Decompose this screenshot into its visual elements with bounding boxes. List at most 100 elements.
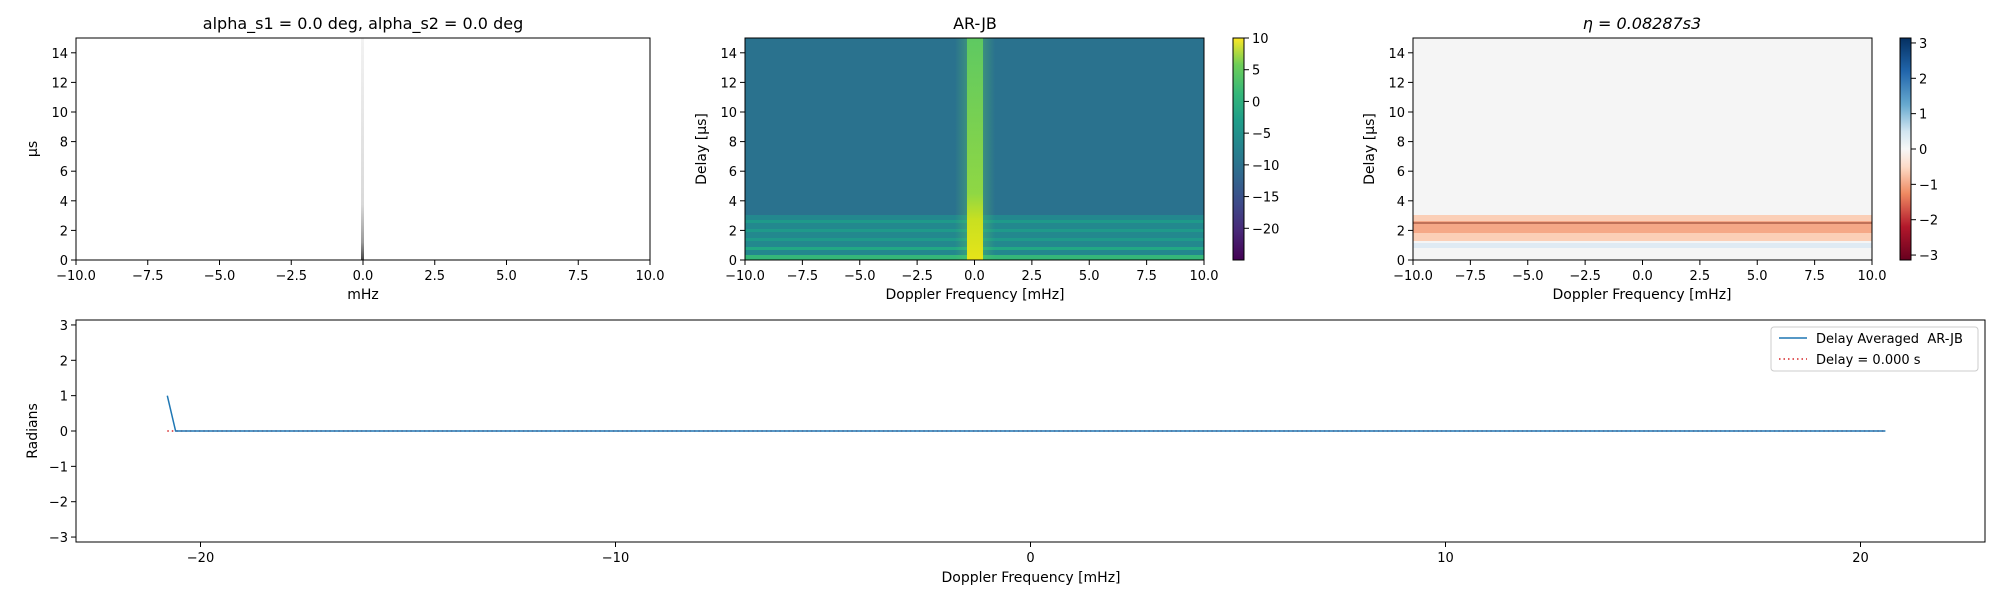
panel-title: AR-JB [953, 14, 997, 33]
colorbar [1232, 37, 1245, 261]
x-tick-label: −2.5 [901, 269, 933, 284]
y-tick-label: 0 [1397, 254, 1405, 269]
x-tick-label: −2.5 [275, 269, 307, 284]
x-tick-label: 7.5 [1804, 269, 1825, 284]
colorbar-tick-label: 1 [1919, 108, 1927, 123]
colorbar-tick-label: −2 [1919, 214, 1938, 229]
colorbar-tick-label: −15 [1252, 191, 1279, 206]
y-tick-label: 0 [729, 254, 737, 269]
x-axis-label: Doppler Frequency [mHz] [885, 287, 1064, 303]
series-line-delay-averaged [166, 395, 1886, 432]
y-tick-label: 12 [51, 76, 68, 91]
x-tick-label: −10.0 [1393, 269, 1433, 284]
y-axis-ticks: 0 2 4 6 8 10 12 14 [720, 47, 745, 269]
x-axis-ticks: −10.0 −7.5 −5.0 −2.5 0.0 2.5 5.0 7.5 10.0 [56, 260, 664, 284]
y-tick-label: 0 [60, 425, 68, 440]
phase-band-light [1413, 243, 1872, 248]
y-tick-label: 6 [729, 165, 737, 180]
x-axis-label: mHz [347, 287, 379, 303]
zero-doppler-streak [361, 38, 364, 260]
series-lines [166, 395, 1886, 432]
y-tick-label: 2 [60, 354, 68, 369]
x-axis-ticks: −10.0 −7.5 −5.0 −2.5 0.0 2.5 5.0 7.5 10.0 [725, 260, 1218, 284]
colorbar-tick-label: −3 [1919, 249, 1938, 264]
x-tick-label: 0 [1026, 551, 1034, 566]
y-tick-label: 4 [60, 195, 68, 210]
x-tick-label: 0.0 [353, 269, 374, 284]
colorbar-tick-label: −20 [1252, 222, 1279, 237]
x-tick-label: 20 [1852, 551, 1869, 566]
y-tick-label: 8 [60, 136, 68, 151]
x-tick-label: 2.5 [424, 269, 445, 284]
y-axis-label: Delay [µs] [1362, 113, 1378, 185]
zero-doppler-band [967, 38, 983, 260]
y-tick-label: 14 [1388, 47, 1405, 62]
x-tick-label: −2.5 [1569, 269, 1601, 284]
x-tick-label: −7.5 [787, 269, 819, 284]
x-tick-label: −10 [602, 551, 629, 566]
legend: Delay Averaged AR-JB Delay = 0.000 s [1770, 326, 1979, 372]
y-axis-ticks: 0 2 4 6 8 10 12 14 [1388, 47, 1413, 269]
y-tick-label: 12 [720, 76, 737, 91]
y-tick-label: 10 [51, 106, 68, 121]
y-tick-label: 8 [729, 136, 737, 151]
y-tick-label: 2 [1397, 224, 1405, 239]
y-axis-label: Delay [µs] [694, 113, 710, 185]
x-tick-label: 10.0 [1190, 269, 1219, 284]
x-tick-label: 7.5 [568, 269, 589, 284]
x-tick-label: −7.5 [132, 269, 164, 284]
colorbar-tick-label: 3 [1919, 37, 1927, 52]
x-axis-ticks: −10.0 −7.5 −5.0 −2.5 0.0 2.5 5.0 7.5 10.0 [1393, 260, 1886, 284]
colorbar-tick-label: 0 [1252, 95, 1260, 110]
x-axis-label: Doppler Frequency [mHz] [941, 570, 1120, 586]
legend-entry: Delay = 0.000 s [1816, 353, 1921, 368]
legend-entry: Delay Averaged AR-JB [1816, 332, 1963, 347]
y-tick-label: −3 [49, 531, 68, 546]
x-tick-label: 2.5 [1690, 269, 1711, 284]
x-tick-label: 7.5 [1136, 269, 1157, 284]
x-tick-label: 0.0 [1632, 269, 1653, 284]
colorbar-tick-label: 2 [1919, 72, 1927, 87]
x-tick-label: −5.0 [844, 269, 876, 284]
colorbar-ticks: 3 2 1 0 −1 −2 −3 [1911, 37, 1938, 264]
legend-frame [1770, 326, 1979, 372]
colorbar-tick-label: 10 [1252, 32, 1269, 47]
y-tick-label: 6 [1397, 165, 1405, 180]
y-tick-label: −1 [49, 460, 68, 475]
y-tick-label: 2 [60, 224, 68, 239]
y-tick-label: 2 [729, 224, 737, 239]
phase-band-inner [1413, 221, 1872, 233]
panel-title: alpha_s1 = 0.0 deg, alpha_s2 = 0.0 deg [203, 14, 523, 34]
colorbar-tick-label: 0 [1919, 143, 1927, 158]
x-axis-label: Doppler Frequency [mHz] [1552, 287, 1731, 303]
y-tick-label: 4 [729, 195, 737, 210]
panel-delay-averaged-phase: Doppler Frequency [mHz] Radians −20 −10 0 1… [25, 319, 1986, 586]
colorbar-ticks: 10 5 0 −5 −10 −15 −20 [1244, 32, 1279, 237]
y-tick-label: 14 [51, 47, 68, 62]
panel-eta-phase: η = 0.08287s3 Doppler Frequency [mHz] De… [1362, 14, 1938, 303]
y-axis-ticks: 3 2 1 0 −1 −2 −3 [49, 319, 76, 546]
x-tick-label: 5.0 [496, 269, 517, 284]
colorbar-tick-label: −5 [1252, 127, 1271, 142]
colorbar-tick-label: −10 [1252, 159, 1279, 174]
y-axis-ticks: 0 2 4 6 8 10 12 14 [51, 47, 76, 269]
x-tick-label: 2.5 [1022, 269, 1043, 284]
y-tick-label: 1 [60, 390, 68, 405]
x-tick-label: −5.0 [1512, 269, 1544, 284]
x-tick-label: 0.0 [964, 269, 985, 284]
y-tick-label: 10 [720, 106, 737, 121]
panel-ar-jb: AR-JB Doppler Frequency [mHz] Delay [µs]… [694, 14, 1279, 303]
x-tick-label: 5.0 [1747, 269, 1768, 284]
y-tick-label: 3 [60, 319, 68, 334]
x-tick-label: 5.0 [1079, 269, 1100, 284]
x-tick-label: −10.0 [725, 269, 765, 284]
y-tick-label: −2 [49, 496, 68, 511]
y-tick-label: 12 [1388, 76, 1405, 91]
x-tick-label: 10.0 [1858, 269, 1887, 284]
y-tick-label: 6 [60, 165, 68, 180]
colorbar-tick-label: 5 [1252, 64, 1260, 79]
y-tick-label: 10 [1388, 106, 1405, 121]
colorbar [1899, 37, 1912, 261]
colorbar-tick-label: −1 [1919, 178, 1938, 193]
